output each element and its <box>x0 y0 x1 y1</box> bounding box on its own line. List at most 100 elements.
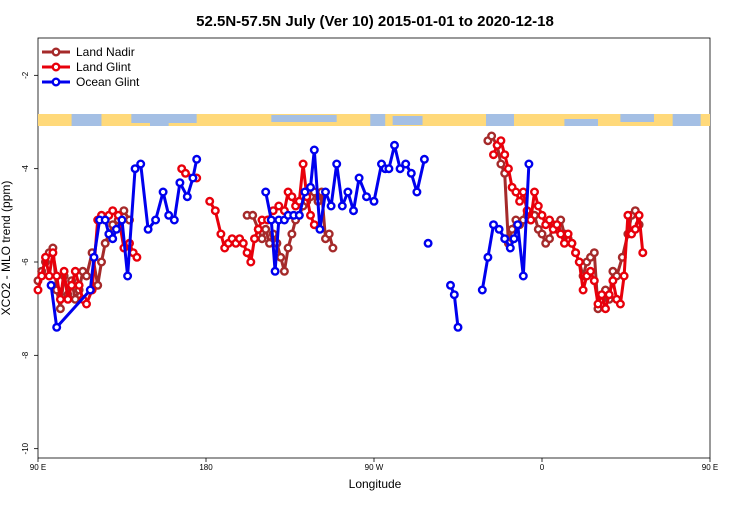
map-ocean-patch <box>620 114 654 122</box>
data-point-ocean-glint <box>337 201 347 211</box>
data-point-land-nadir <box>55 304 65 314</box>
legend-label-ocean-glint: Ocean Glint <box>76 75 140 89</box>
data-point-land-nadir <box>324 229 334 239</box>
map-ocean-patch <box>486 114 514 126</box>
data-point-land-glint <box>615 299 625 309</box>
data-point-land-glint <box>537 210 547 220</box>
y-axis: -2 -4 -6 -8 -10 <box>21 71 38 454</box>
data-point-ocean-glint <box>306 182 316 192</box>
data-point-land-nadir <box>287 229 297 239</box>
data-point-ocean-glint <box>151 215 161 225</box>
data-point-ocean-glint <box>158 187 168 197</box>
data-point-land-glint <box>238 238 248 248</box>
legend-marker-land-glint <box>51 62 61 72</box>
data-point-land-nadir <box>248 210 258 220</box>
data-point-ocean-glint <box>423 238 433 248</box>
data-point-land-glint <box>67 280 77 290</box>
data-point-land-nadir <box>93 280 103 290</box>
data-point-ocean-glint <box>192 154 202 164</box>
data-point-land-glint <box>306 210 316 220</box>
data-point-land-glint <box>132 252 142 262</box>
data-point-ocean-glint <box>354 173 364 183</box>
data-point-land-nadir <box>279 266 289 276</box>
data-point-ocean-glint <box>266 215 276 225</box>
y-axis-label: XCO2 - MLO trend (ppm) <box>0 181 13 316</box>
data-point-land-glint <box>287 192 297 202</box>
y-tick-label: -10 <box>21 442 30 454</box>
data-point-ocean-glint <box>505 243 515 253</box>
data-point-land-nadir <box>70 294 80 304</box>
data-point-land-glint <box>74 280 84 290</box>
x-axis-label: Longitude <box>349 477 402 491</box>
data-point-land-glint <box>630 224 640 234</box>
data-point-ocean-glint <box>175 178 185 188</box>
data-point-ocean-glint <box>453 322 463 332</box>
data-point-land-glint <box>623 210 633 220</box>
map-ocean-patch <box>131 114 197 123</box>
data-point-ocean-glint <box>412 187 422 197</box>
data-point-land-nadir <box>496 159 506 169</box>
data-point-land-glint <box>552 220 562 230</box>
data-point-ocean-glint <box>130 164 140 174</box>
data-point-land-glint <box>180 168 190 178</box>
x-axis: 90 E 180 90 W 0 90 E <box>30 458 718 472</box>
data-point-land-glint <box>593 299 603 309</box>
data-point-land-nadir <box>96 257 106 267</box>
map-ocean-patch <box>564 119 598 126</box>
data-point-land-nadir <box>81 271 91 281</box>
data-point-land-glint <box>586 266 596 276</box>
data-point-ocean-glint <box>509 234 519 244</box>
series-line-ocean-glint <box>49 159 199 329</box>
data-point-ocean-glint <box>123 271 133 281</box>
data-point-ocean-glint <box>294 210 304 220</box>
y-tick-label: -8 <box>21 351 30 359</box>
data-point-ocean-glint <box>449 290 459 300</box>
y-tick-label: -4 <box>21 165 30 173</box>
data-point-land-glint <box>511 187 521 197</box>
data-point-land-glint <box>608 276 618 286</box>
data-point-ocean-glint <box>369 196 379 206</box>
data-point-land-glint <box>559 238 569 248</box>
data-point-ocean-glint <box>46 280 56 290</box>
map-ocean-patch <box>672 114 701 126</box>
data-point-land-glint <box>533 201 543 211</box>
data-point-ocean-glint <box>406 168 416 178</box>
data-point-land-glint <box>33 285 43 295</box>
data-point-land-glint <box>216 229 226 239</box>
data-point-land-glint <box>242 248 252 258</box>
x-tick-label: 90 E <box>30 463 46 472</box>
data-point-ocean-glint <box>362 192 372 202</box>
data-point-land-nadir <box>283 243 293 253</box>
data-point-ocean-glint <box>513 220 523 230</box>
data-point-land-nadir <box>119 206 129 216</box>
map-ocean-patch <box>71 114 102 126</box>
series-ocean-glint <box>46 140 534 332</box>
plot-frame <box>37 37 711 459</box>
map-ocean-patch <box>271 115 337 122</box>
data-point-ocean-glint <box>182 192 192 202</box>
data-point-ocean-glint <box>136 159 146 169</box>
data-point-ocean-glint <box>349 206 359 216</box>
data-point-ocean-glint <box>108 234 118 244</box>
data-point-land-glint <box>503 164 513 174</box>
x-tick-label: 90 E <box>702 463 718 472</box>
legend-label-land-glint: Land Glint <box>76 60 131 74</box>
data-point-ocean-glint <box>164 210 174 220</box>
data-point-land-nadir <box>100 238 110 248</box>
legend-marker-ocean-glint <box>51 77 61 87</box>
data-point-ocean-glint <box>401 159 411 169</box>
series-line-ocean-glint <box>480 163 531 291</box>
data-point-land-glint <box>571 248 581 258</box>
data-point-land-glint <box>210 206 220 216</box>
data-point-land-glint <box>253 224 263 234</box>
data-point-land-nadir <box>537 229 547 239</box>
data-point-ocean-glint <box>500 234 510 244</box>
data-point-land-glint <box>556 229 566 239</box>
data-point-land-glint <box>309 220 319 230</box>
data-point-land-glint <box>496 136 506 146</box>
data-point-land-glint <box>70 266 80 276</box>
data-point-ocean-glint <box>524 159 534 169</box>
data-point-ocean-glint <box>143 224 153 234</box>
data-point-ocean-glint <box>188 173 198 183</box>
data-point-land-glint <box>44 271 54 281</box>
